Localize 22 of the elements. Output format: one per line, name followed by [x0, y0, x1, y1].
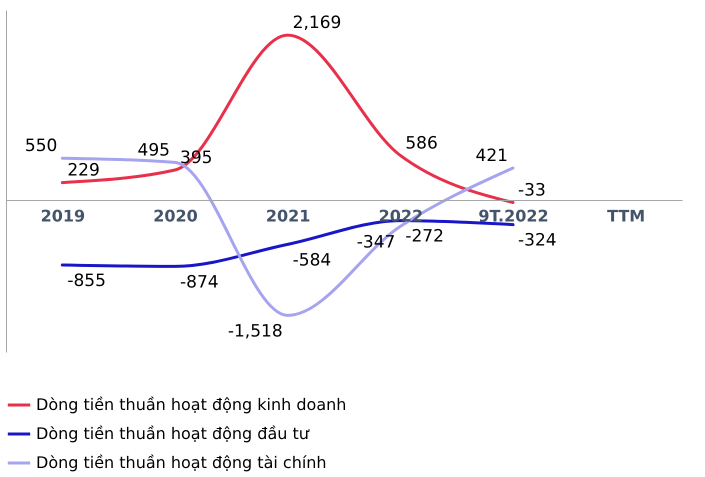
data-label: -855 [67, 270, 106, 291]
data-label: 495 [138, 140, 170, 160]
data-label: -324 [518, 230, 557, 251]
data-label: 2,169 [292, 13, 342, 34]
data-label: -584 [292, 250, 332, 270]
legend-label: Dòng tiền thuần hoạt động kinh doanh [36, 395, 346, 414]
data-label: 421 [476, 146, 508, 166]
data-label: 550 [24, 136, 58, 156]
x-tick-label: 2020 [153, 206, 198, 226]
legend-label: Dòng tiền thuần hoạt động tài chính [36, 453, 327, 472]
x-tick-label: 9T.2022 [478, 206, 549, 226]
x-tick-label: TTM [607, 206, 646, 226]
data-label: -347 [356, 232, 396, 252]
data-label: -33 [518, 180, 546, 201]
data-label: -1,518 [228, 321, 283, 342]
data-label: -272 [405, 226, 444, 247]
data-label: 229 [67, 160, 100, 181]
legend-label: Dòng tiền thuần hoạt động đầu tư [36, 424, 310, 443]
data-label: 586 [405, 133, 438, 154]
x-tick-label: 2019 [40, 206, 86, 226]
data-label: -874 [180, 272, 219, 292]
x-tick-label: 2021 [266, 206, 310, 226]
